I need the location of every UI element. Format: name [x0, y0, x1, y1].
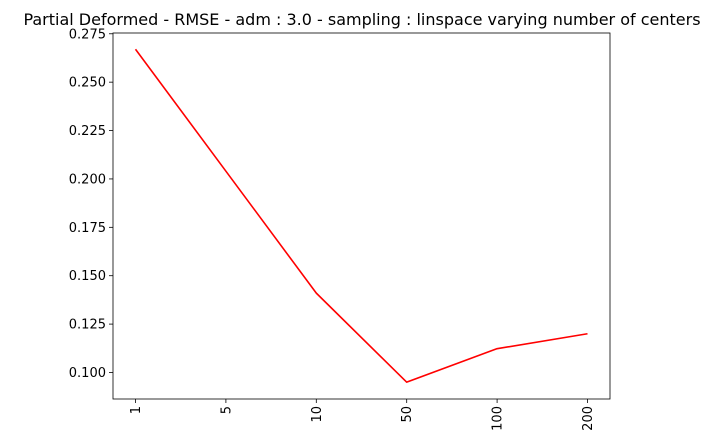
- y-tick-label: 0.125: [69, 318, 106, 333]
- series-line: [134, 48, 588, 383]
- x-tick-label: 5: [219, 406, 234, 414]
- x-tick-label: 200: [581, 406, 596, 431]
- x-axis: 1 5 10 50 100 200: [129, 399, 596, 431]
- y-tick-label: 0.250: [69, 76, 106, 91]
- x-tick-label: 100: [491, 406, 506, 431]
- y-tick-label: 0.225: [69, 124, 106, 139]
- x-tick-label: 1: [129, 406, 144, 414]
- y-tick-label: 0.200: [69, 172, 106, 187]
- x-tick-label: 50: [400, 406, 415, 423]
- y-tick-label: 0.150: [69, 269, 106, 284]
- series-group: [134, 48, 588, 383]
- y-tick-label: 0.175: [69, 221, 106, 236]
- y-tick-label: 0.275: [69, 27, 106, 42]
- chart-title: Partial Deformed - RMSE - adm : 3.0 - sa…: [23, 10, 700, 29]
- y-axis: 0.100 0.125 0.150 0.175 0.200 0.225 0.250 0.275: [69, 27, 113, 381]
- plot-area: [112, 32, 611, 400]
- y-tick-label: 0.100: [69, 366, 106, 381]
- x-tick-label: 10: [310, 406, 325, 423]
